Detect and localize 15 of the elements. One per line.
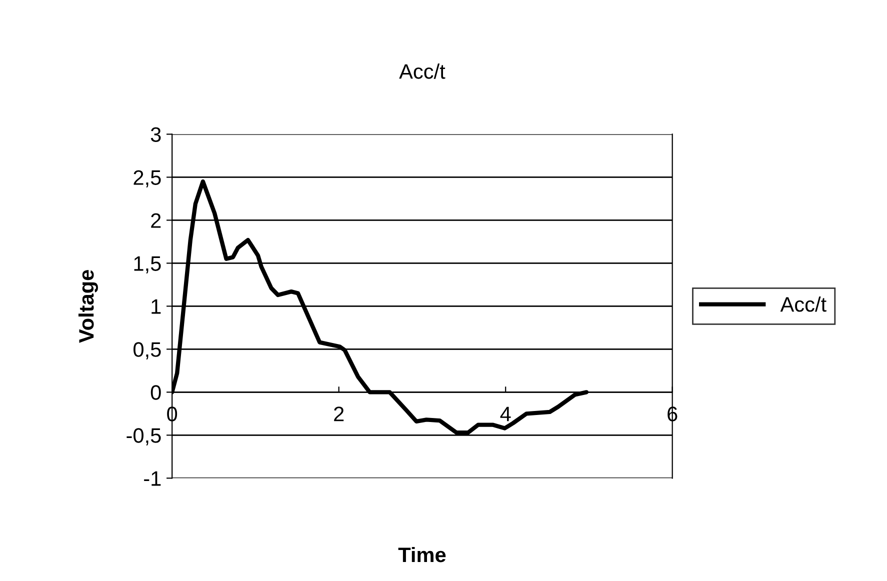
y-tick-label: 2,5 xyxy=(134,170,161,188)
x-tick-label: 2 xyxy=(334,406,344,422)
x-axis-title: Time xyxy=(398,546,446,562)
y-tick-label: 0,5 xyxy=(134,342,161,360)
y-tick-label: -0,5 xyxy=(126,428,161,446)
y-axis-title: Voltage xyxy=(78,270,98,343)
y-tick-label: 1,5 xyxy=(134,256,161,274)
y-tick-label: 2 xyxy=(151,213,161,228)
y-tick-label: 3 xyxy=(150,127,161,142)
x-tick-label: 4 xyxy=(500,406,511,422)
y-tick-label: 1 xyxy=(152,299,161,314)
y-tick-label: -1 xyxy=(144,471,161,486)
legend-label: Acc/t xyxy=(780,296,826,312)
y-tick-label: 0 xyxy=(150,385,161,400)
chart-title: Acc/t xyxy=(399,64,446,79)
